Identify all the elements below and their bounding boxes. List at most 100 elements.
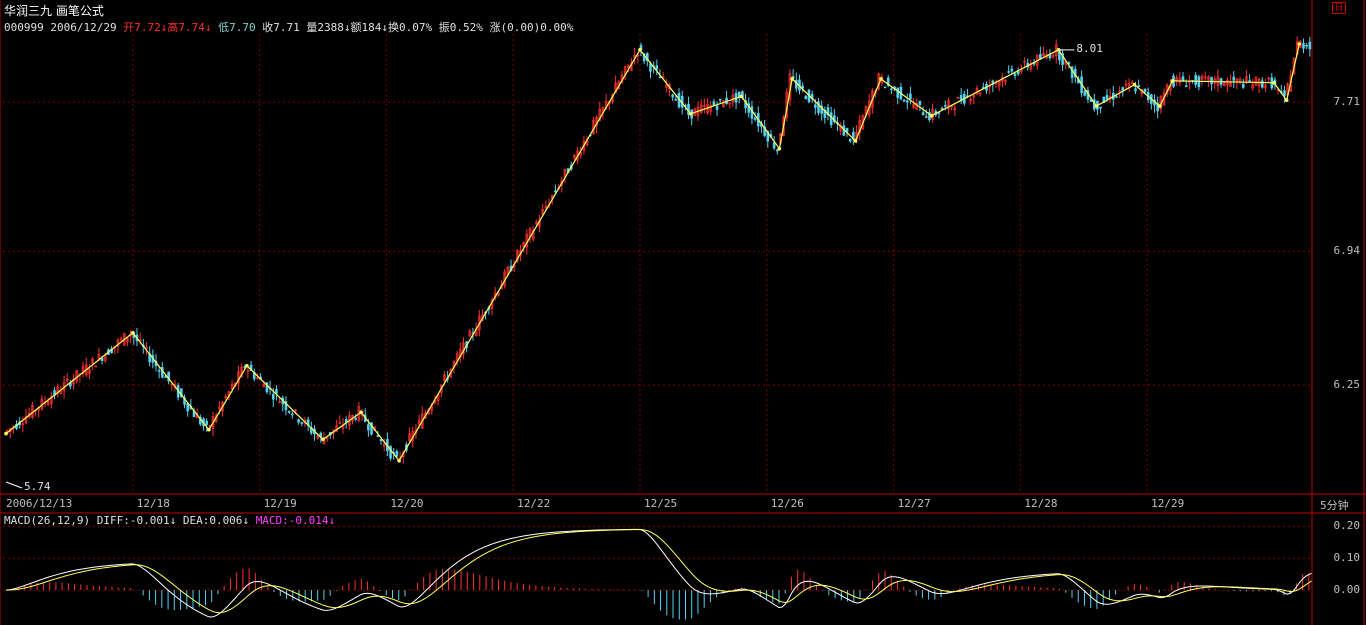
candle-body [969, 99, 972, 102]
candle-body [284, 401, 288, 411]
down-arrow-icon: ↓ [160, 21, 168, 34]
candle-body [1042, 52, 1045, 57]
candle-body [665, 84, 668, 88]
zigzag-point [1284, 98, 1289, 103]
title-row: 华润三九 画笔公式 [4, 2, 104, 19]
dea-line [5, 529, 1313, 614]
candle-body [541, 208, 545, 215]
candle-body [417, 419, 421, 425]
candle-body [91, 358, 94, 365]
candle-body [408, 433, 411, 441]
zigzag-point [130, 331, 135, 335]
x-tick-label: 12/25 [643, 497, 678, 510]
turnover-value: 0.07% [398, 21, 433, 34]
candle-body [271, 393, 275, 400]
candle-body [712, 101, 716, 106]
candle-body [902, 99, 906, 102]
x-tick-label: 12/22 [517, 497, 551, 510]
candle-body [560, 180, 564, 186]
candle-body [804, 95, 808, 100]
period-label: 5分钟 [1320, 499, 1349, 512]
candle-body [338, 422, 342, 424]
candle-body [1210, 77, 1213, 85]
candle-body [24, 416, 28, 424]
candle-body [1308, 41, 1312, 50]
x-tick-label: 12/18 [136, 497, 170, 510]
max-label: 8.01 [1076, 41, 1103, 55]
candle-body [420, 413, 424, 429]
candle-body [376, 435, 380, 437]
candle-body [905, 100, 909, 103]
candle-body [1118, 90, 1121, 93]
candle-body [164, 376, 167, 378]
candle-body [1051, 55, 1055, 58]
candle-body [671, 94, 674, 98]
down-arrow-icon: ↓ [204, 21, 212, 34]
candle-body [382, 443, 386, 447]
candle-body [1226, 79, 1229, 86]
zigzag-point [638, 48, 642, 52]
candle-body [544, 206, 548, 209]
macd-dea: DEA:0.006 [182, 514, 243, 527]
candle-body [658, 76, 662, 79]
x-tick-label: 12/27 [897, 497, 931, 510]
open-label: 开 [123, 21, 135, 34]
low-label: 低 [218, 21, 230, 34]
candle-body [379, 439, 383, 442]
candle-body [278, 401, 281, 404]
candle-body [116, 339, 120, 347]
candle-body [1023, 60, 1026, 63]
candle-body [1251, 84, 1255, 89]
candle-body [1013, 73, 1017, 76]
candle-body [576, 150, 579, 161]
candle-body [1143, 88, 1147, 93]
candle-body [88, 369, 91, 374]
candle-body [439, 384, 443, 393]
candle-body [921, 112, 925, 116]
candle-body [579, 152, 583, 156]
low-value: 7.70 [229, 21, 256, 34]
zigzag-point [397, 458, 401, 463]
quote-date: 2006/12/29 [50, 21, 117, 34]
candle-body [297, 419, 300, 423]
y-tick-label: 6.94 [1333, 244, 1361, 258]
candle-body [81, 365, 85, 374]
candle-body [1194, 75, 1198, 85]
candle-body [1134, 88, 1137, 92]
candle-body [728, 102, 732, 105]
x-tick-label: 12/28 [1024, 497, 1058, 510]
candle-body [1039, 54, 1042, 59]
zigzag-point [688, 111, 693, 116]
x-tick-label: 12/26 [770, 497, 804, 510]
candle-body [1007, 71, 1010, 73]
zigzag-point [207, 427, 211, 432]
candle-body [766, 131, 770, 142]
volume-value: 2388 [317, 21, 344, 34]
candle-body [290, 413, 294, 416]
zigzag-polyline [5, 43, 1300, 462]
candle-body [848, 138, 852, 142]
candle-body [325, 437, 329, 439]
candle-body [1083, 91, 1087, 96]
candle-body [763, 126, 766, 136]
candle-body [886, 77, 890, 86]
candle-body [1105, 95, 1109, 100]
calendar-icon[interactable]: 日 [1332, 2, 1346, 14]
candle-body [265, 382, 269, 393]
candle-body [1267, 77, 1270, 80]
candle-body [389, 445, 392, 459]
candle-body [1254, 77, 1258, 86]
down-arrow-icon: ↓ [381, 21, 388, 34]
zigzag-point [1158, 104, 1162, 108]
down-arrow-icon: ↓ [343, 21, 351, 34]
min-marker [5, 481, 23, 489]
macd-axis-label: 0.10 [1333, 551, 1361, 565]
candle-body [1264, 84, 1267, 88]
quote-row: 000999 2006/12/29 开7.72↓高7.74↓ 低7.70 收7.… [4, 19, 573, 35]
candle-body [65, 378, 69, 382]
candle-body [1260, 80, 1264, 88]
turnover-label: 换 [387, 21, 399, 34]
macd-value: MACD:-0.014 [255, 514, 329, 527]
